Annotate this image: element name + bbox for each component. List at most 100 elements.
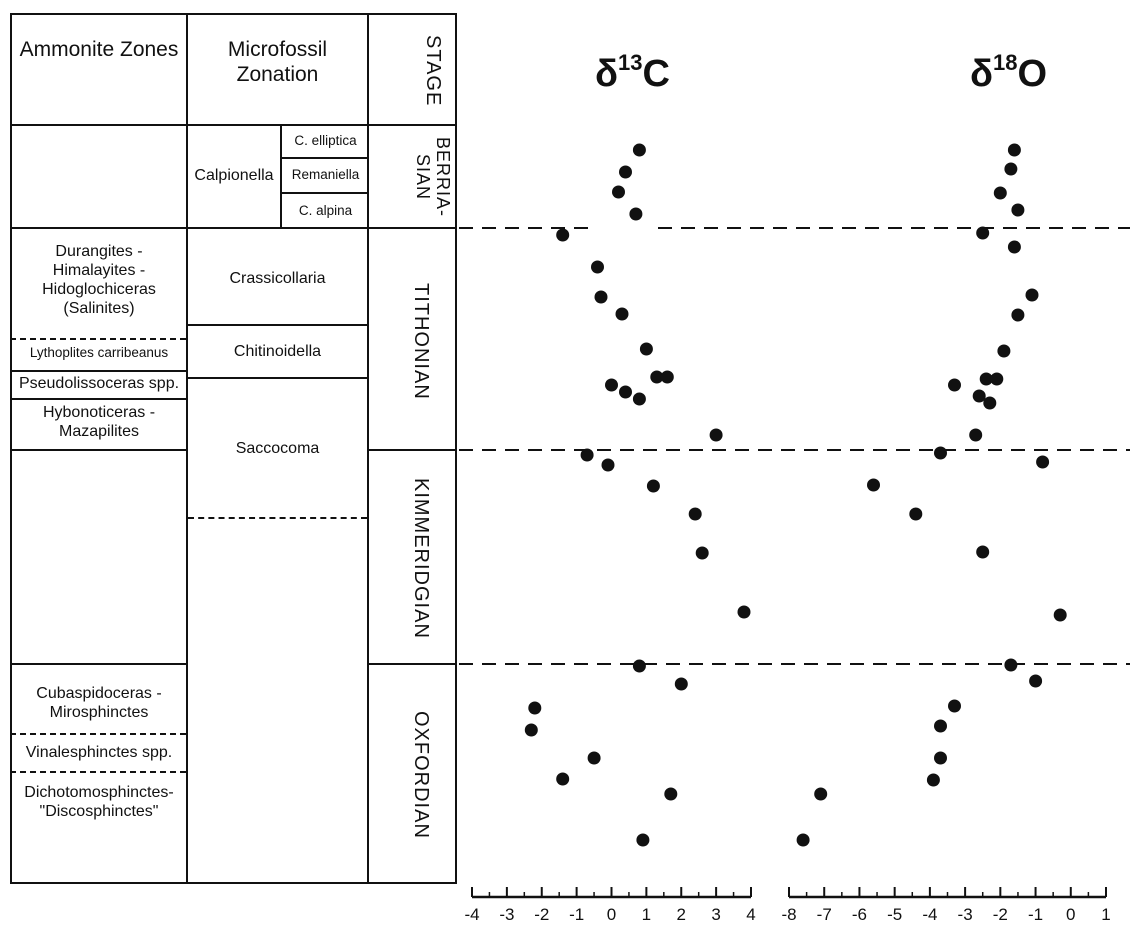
- stage-berriasian: BERRIA- SIAN: [413, 136, 453, 217]
- berriasian-tithonian-boundary: [10, 227, 457, 229]
- d18o-data-point-17: [1036, 455, 1050, 469]
- d18o-data-point-9: [997, 344, 1011, 358]
- table-border-right: [455, 13, 457, 884]
- carbon-isotope-x-axis: -4 -3 -2 -1 0 1 2 3 4: [464, 887, 756, 924]
- d13c-data-point-5: [556, 228, 570, 242]
- d18o-tick-label: 1: [1101, 905, 1110, 924]
- tithonian-kimmeridgian-boundary-stage: [367, 449, 457, 451]
- d18o-data-point-24: [948, 699, 961, 713]
- microfossil-zone-remaniella: Remaniella: [291, 167, 360, 182]
- microfossil-zone-c-elliptica: C. elliptica: [294, 133, 357, 148]
- d18o-data-point-11: [990, 372, 1004, 386]
- d13c-data-point-25: [524, 723, 538, 737]
- d18o-data-point-8: [1011, 308, 1025, 322]
- calpionella-subdivider-vertical: [280, 124, 282, 229]
- ammonite-zones-header: Ammonite Zones: [19, 38, 179, 61]
- stage-oxfordian: OXFORDIAN: [410, 711, 432, 839]
- d18o-data-point-5: [976, 226, 990, 240]
- ammonite-zone-pseudolissoceras: Pseudolissoceras spp.: [18, 375, 180, 392]
- ammonite-zone-dichotomosphinctes: Dichotomosphinctes- "Discosphinctes": [24, 784, 174, 820]
- d13c-tick-label: -1: [569, 905, 584, 924]
- d18o-tick-label: -8: [781, 905, 796, 924]
- carbon-isotope-title: δ13C: [595, 50, 670, 95]
- d18o-tick-label: -7: [817, 905, 832, 924]
- d18o-tick-label: -1: [1028, 905, 1043, 924]
- d18o-data-point-7: [1025, 288, 1039, 302]
- d13c-tick-label: 1: [642, 905, 651, 924]
- d18o-data-point-14: [983, 396, 997, 410]
- d18o-data-point-19: [909, 507, 923, 521]
- kimmeridgian-oxfordian-boundary-ammonite: [10, 663, 188, 665]
- microfossil-zone-c-alpina: C. alpina: [298, 203, 353, 218]
- d13c-data-point-1: [632, 143, 646, 157]
- d13c-data-point-13: [619, 385, 632, 399]
- d13c-data-point-2: [619, 165, 632, 179]
- d18o-data-point-1: [1007, 143, 1021, 157]
- d13c-tick-label: 4: [746, 905, 755, 924]
- d13c-data-point-17: [601, 458, 615, 472]
- calpionella-subdivider-1: [280, 157, 369, 159]
- table-border-top: [10, 13, 457, 15]
- ammonite-divider-3: [10, 398, 188, 400]
- d18o-data-point-23: [1029, 674, 1043, 688]
- d13c-tick-label: -3: [499, 905, 514, 924]
- d13c-data-point-15: [709, 428, 723, 442]
- ammonite-dashed-divider-4: [10, 733, 186, 735]
- carbon-isotope-points: [524, 143, 751, 847]
- d18o-data-point-3: [993, 186, 1007, 200]
- d18o-data-point-22: [1004, 658, 1018, 672]
- d18o-data-point-12: [948, 378, 961, 392]
- microfossil-zone-calpionella: Calpionella: [194, 167, 274, 184]
- microfossil-zone-crassicollaria: Crassicollaria: [229, 270, 326, 287]
- microfossil-zone-chitinoidella: Chitinoidella: [233, 343, 322, 360]
- oxygen-isotope-title: δ18O: [970, 50, 1047, 95]
- d13c-data-point-10: [650, 370, 664, 384]
- d13c-data-point-14: [632, 392, 646, 406]
- d13c-data-point-8: [615, 307, 629, 321]
- d13c-data-point-7: [594, 290, 608, 304]
- d13c-data-point-23: [674, 677, 688, 691]
- d13c-data-point-4: [629, 207, 643, 221]
- stratigraphic-table: Ammonite Zones Microfossil Zonation STAG…: [0, 0, 460, 890]
- d13c-data-point-16: [580, 448, 594, 462]
- ammonite-dashed-divider-1: [10, 338, 186, 340]
- oxygen-isotope-points: [796, 143, 1067, 847]
- column-divider-1: [186, 13, 188, 884]
- d18o-data-point-21: [1053, 608, 1067, 622]
- d13c-data-point-28: [664, 787, 678, 801]
- d18o-data-point-13: [972, 389, 986, 403]
- kimmeridgian-oxfordian-boundary-stage: [367, 663, 457, 665]
- d18o-tick-label: -6: [852, 905, 867, 924]
- d13c-data-point-29: [636, 833, 650, 847]
- header-divider: [10, 124, 457, 126]
- tithonian-kimmeridgian-boundary-ammonite: [10, 449, 188, 451]
- table-border-bottom: [10, 882, 457, 884]
- d18o-tick-label: -4: [922, 905, 937, 924]
- d18o-data-point-25: [934, 719, 947, 733]
- ammonite-zone-vinalesphinctes: Vinalesphinctes spp.: [25, 744, 173, 761]
- d13c-tick-label: -2: [534, 905, 549, 924]
- d13c-tick-label: 2: [677, 905, 686, 924]
- d13c-data-point-3: [612, 185, 625, 199]
- d18o-data-point-27: [926, 773, 940, 787]
- d13c-data-point-26: [587, 751, 601, 765]
- d13c-data-point-9: [639, 342, 653, 356]
- table-border-left: [10, 13, 12, 884]
- d18o-data-point-28: [814, 787, 828, 801]
- ammonite-divider-2: [10, 370, 188, 372]
- oxygen-isotope-x-axis: -8 -7 -6 -5 -4 -3 -2 -1 0 1: [781, 887, 1111, 924]
- d13c-data-point-6: [591, 260, 604, 274]
- d13c-data-point-27: [556, 772, 570, 786]
- column-divider-2: [367, 13, 369, 884]
- d18o-tick-label: 0: [1066, 905, 1075, 924]
- d13c-tick-label: -4: [464, 905, 479, 924]
- d18o-data-point-6: [1007, 240, 1021, 254]
- d18o-data-point-2: [1004, 162, 1018, 176]
- stage-kimmeridgian: KIMMERIDGIAN: [410, 477, 432, 639]
- d13c-data-point-22: [632, 659, 646, 673]
- d18o-data-point-4: [1011, 203, 1025, 217]
- d13c-tick-label: 3: [711, 905, 720, 924]
- stage-tithonian: TITHONIAN: [410, 282, 432, 400]
